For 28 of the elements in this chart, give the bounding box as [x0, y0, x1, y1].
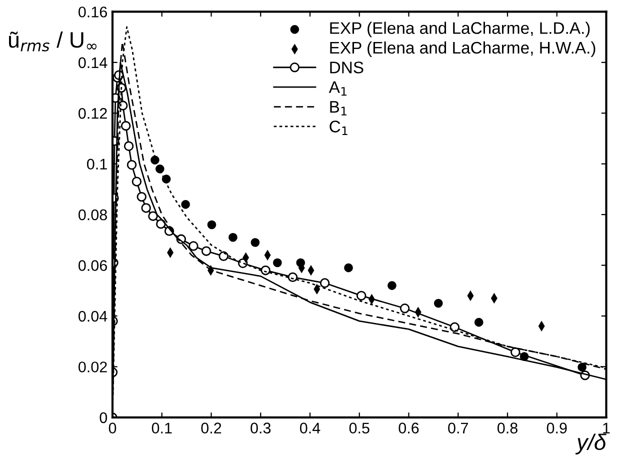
y-tick-label: 0.12 — [78, 108, 107, 119]
legend-label: B$_{1}$ — [330, 101, 346, 116]
y-axis-title: ũ$_{rms}$ / U$_{∞}$ — [9, 31, 96, 52]
x-tick-label: 0.5 — [349, 422, 370, 434]
x-tick-label: 0.7 — [448, 422, 468, 434]
legend-label: C$_{1}$ — [330, 120, 348, 136]
legend-label: DNS — [330, 62, 364, 74]
x-tick-label: 0.1 — [152, 422, 172, 434]
y-tick-label: 0.08 — [78, 209, 107, 220]
x-tick-label: 1 — [603, 422, 610, 434]
x-tick-label: 0.2 — [201, 422, 222, 434]
y-tick-label: 0.02 — [78, 362, 107, 372]
legend-label: A$_{1}$ — [328, 81, 346, 96]
y-tick-label: 0.04 — [78, 310, 108, 322]
y-tick-label: 0 — [100, 412, 108, 424]
legend-label: EXP (Elena and LaCharme, L.D.A.) — [330, 22, 590, 38]
x-tick-label: 0.3 — [250, 422, 271, 434]
y-tick-label: 0.1 — [87, 158, 107, 170]
x-axis-title: y/δ — [575, 434, 606, 454]
x-tick-label: 0 — [108, 422, 116, 434]
y-tick-label: 0.06 — [78, 260, 107, 271]
x-tick-label: 0.4 — [300, 422, 320, 434]
y-tick-label: 0.16 — [78, 6, 107, 18]
x-tick-label: 0.9 — [546, 422, 567, 434]
x-tick-label: 0.6 — [398, 422, 419, 434]
legend-label: EXP (Elena and LaCharme, H.W.A.) — [330, 41, 596, 57]
y-tick-label: 0.14 — [78, 57, 108, 68]
x-tick-label: 0.8 — [497, 422, 518, 434]
